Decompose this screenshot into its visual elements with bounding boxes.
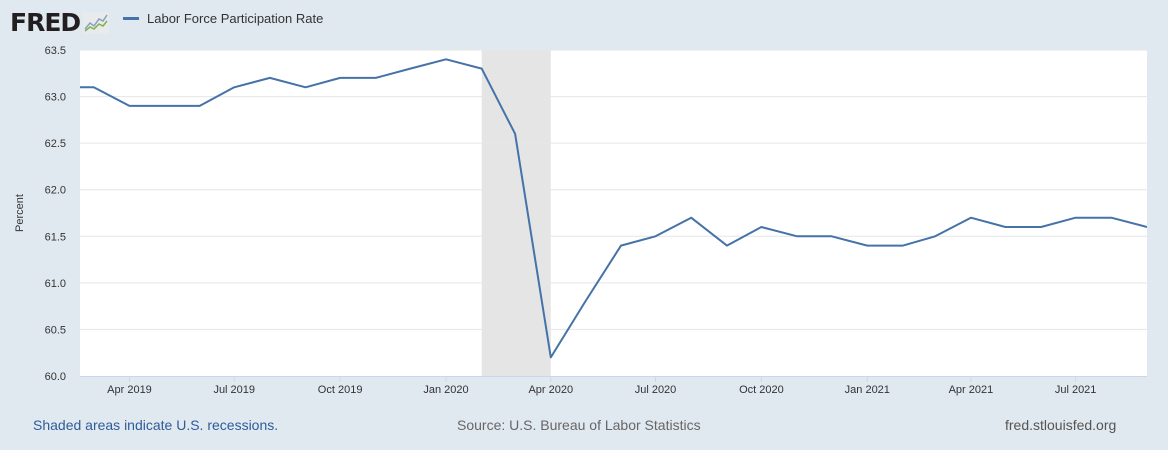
x-tick-label: Jan 2020 xyxy=(423,384,468,396)
y-tick-label: 63.5 xyxy=(45,45,66,57)
recession-note-link[interactable]: Shaded areas indicate U.S. recessions. xyxy=(33,417,279,433)
fred-chart-icon xyxy=(83,11,110,34)
chart-legend[interactable]: Labor Force Participation Rate xyxy=(123,11,323,26)
y-tick-label: 60.5 xyxy=(45,324,66,336)
x-tick-label: Apr 2020 xyxy=(528,384,573,396)
x-tick-label: Oct 2019 xyxy=(318,384,363,396)
recession-shading xyxy=(481,50,551,376)
y-tick-label: 62.0 xyxy=(45,185,66,197)
plot-area xyxy=(80,50,1147,376)
x-tick-label: Jul 2020 xyxy=(635,384,677,396)
y-tick-label: 60.0 xyxy=(45,371,66,383)
x-tick-label: Oct 2020 xyxy=(739,384,784,396)
fred-logo-text: FRED xyxy=(10,8,81,37)
series-line xyxy=(80,58,1147,359)
y-tick-label: 61.5 xyxy=(45,231,66,243)
y-axis-label: Percent xyxy=(14,194,26,232)
series-group xyxy=(80,58,1147,359)
y-tick-label: 63.0 xyxy=(45,92,66,104)
x-tick-label: Jan 2021 xyxy=(845,384,890,396)
x-tick-label: Jul 2021 xyxy=(1055,384,1097,396)
x-tick-label: Apr 2019 xyxy=(107,384,152,396)
x-tick-label: Apr 2021 xyxy=(949,384,994,396)
site-link[interactable]: fred.stlouisfed.org xyxy=(1005,417,1117,433)
legend-label: Labor Force Participation Rate xyxy=(147,11,324,26)
fred-logo[interactable]: FRED xyxy=(10,8,110,37)
source-text: Source: U.S. Bureau of Labor Statistics xyxy=(457,417,701,433)
x-tick-label: Jul 2019 xyxy=(213,384,255,396)
y-tick-label: 62.5 xyxy=(45,138,66,150)
y-tick-label: 61.0 xyxy=(45,278,66,290)
legend-swatch xyxy=(123,17,139,20)
